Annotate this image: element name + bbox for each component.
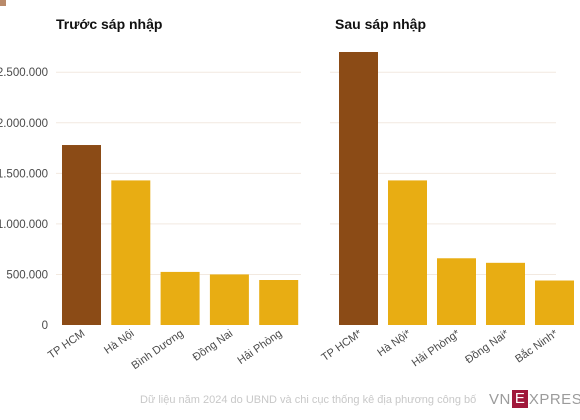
bar <box>535 280 574 325</box>
category-label: Bắc Ninh* <box>513 326 561 365</box>
category-label: Đồng Nai <box>191 328 235 364</box>
bar <box>259 280 299 325</box>
bar <box>62 145 101 325</box>
logo-e-box: E <box>511 390 528 408</box>
logo-xpress-text: XPRES <box>528 390 580 408</box>
source-note: Dữ liệu năm 2024 do UBND và chi cục thốn… <box>140 394 477 406</box>
corner-mark <box>0 0 6 6</box>
y-axis-ticks: 0 500.000 1.000.000 1.500.000 2.000.000 2.500… <box>0 67 48 332</box>
chart-svg: Trước sáp nhập Sau sáp nhập 0 500.000 1.00… <box>0 16 574 373</box>
category-label: Bình Dương <box>129 328 185 373</box>
right-chart-category-labels: TP HCM* Hà Nội*Hải Phòng* Đồng Nai* Bắc Nin… <box>319 326 560 369</box>
bar <box>486 262 525 325</box>
bar <box>437 258 476 325</box>
bar <box>339 52 378 325</box>
y-tick-label: 2.000.000 <box>0 118 48 130</box>
category-label: Hải Phòng* <box>410 327 463 369</box>
category-label: Hà Nội <box>102 328 136 357</box>
y-tick-label: 1.500.000 <box>0 168 48 180</box>
category-label: Đồng Nai* <box>463 327 512 366</box>
y-tick-label: 2.500.000 <box>0 67 48 79</box>
y-tick-label: 500.000 <box>6 269 48 281</box>
right-chart-title: Sau sáp nhập <box>335 16 426 32</box>
category-label: TP HCM <box>46 328 87 362</box>
logo-vn-text: VN <box>489 390 511 408</box>
bar <box>160 271 200 325</box>
category-label: TP HCM* <box>319 327 364 364</box>
category-label: Hà Nội* <box>375 327 414 359</box>
footer: Dữ liệu năm 2024 do UBND và chi cục thốn… <box>0 388 580 412</box>
left-chart-title: Trước sáp nhập <box>56 16 162 32</box>
bar <box>388 180 427 325</box>
vnexpress-logo: VN E XPRES <box>489 389 580 409</box>
y-tick-label: 0 <box>42 320 48 332</box>
bar <box>111 180 151 325</box>
left-chart-bars <box>62 145 299 325</box>
right-chart-bars <box>339 52 574 325</box>
y-tick-label: 1.000.000 <box>0 219 48 231</box>
bar <box>209 274 249 325</box>
category-label: Hải Phòng <box>235 328 284 367</box>
